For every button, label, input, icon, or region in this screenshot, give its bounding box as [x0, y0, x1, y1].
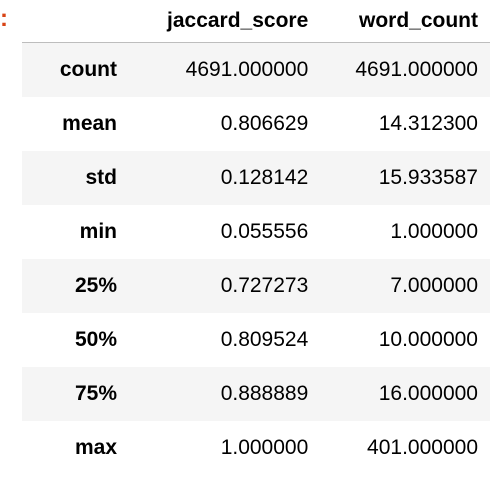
table-row: 75% 0.888889 16.000000: [22, 367, 490, 421]
cell-word-count: 15.933587: [378, 166, 478, 189]
dataframe-table: jaccard_score word_count count 4691.0000…: [22, 0, 490, 475]
table-row: mean 0.806629 14.312300: [22, 97, 490, 151]
table-row: min 0.055556 1.000000: [22, 205, 490, 259]
row-label: min: [79, 220, 117, 243]
row-label: 50%: [74, 328, 117, 351]
header-row: jaccard_score word_count: [22, 0, 490, 43]
cell-prompt-marker: :: [0, 5, 8, 32]
table-body: count 4691.000000 4691.000000 mean 0.806…: [22, 42, 490, 475]
cell-word-count: 7.000000: [390, 274, 478, 297]
column-header-word-count: word_count: [320, 0, 490, 43]
cell-word-count: 14.312300: [378, 112, 478, 135]
index-corner: [22, 0, 129, 43]
table-row: 50% 0.809524 10.000000: [22, 313, 490, 367]
cell-jaccard-score: 4691.000000: [185, 58, 309, 81]
table-row: count 4691.000000 4691.000000: [22, 42, 490, 97]
cell-jaccard-score: 0.128142: [220, 166, 309, 189]
cell-word-count: 401.000000: [367, 436, 478, 459]
cell-jaccard-score: 0.809524: [220, 328, 309, 351]
cell-word-count: 16.000000: [378, 382, 478, 405]
cell-word-count: 1.000000: [390, 220, 478, 243]
row-label: 25%: [74, 274, 117, 297]
row-label: count: [59, 58, 117, 81]
row-label: 75%: [74, 382, 117, 405]
cell-jaccard-score: 0.055556: [220, 220, 309, 243]
table-row: std 0.128142 15.933587: [22, 151, 490, 205]
cell-word-count: 4691.000000: [355, 58, 478, 81]
row-label: mean: [62, 112, 117, 135]
column-header-jaccard-score: jaccard_score: [129, 0, 321, 43]
cell-jaccard-score: 0.806629: [220, 112, 309, 135]
row-label: std: [85, 166, 118, 189]
table-row: max 1.000000 401.000000: [22, 421, 490, 475]
cell-jaccard-score: 0.888889: [220, 382, 309, 405]
cell-word-count: 10.000000: [378, 328, 478, 351]
table-header: jaccard_score word_count: [22, 0, 490, 43]
table-row: 25% 0.727273 7.000000: [22, 259, 490, 313]
cell-jaccard-score: 0.727273: [220, 274, 309, 297]
row-label: max: [74, 436, 117, 459]
cell-jaccard-score: 1.000000: [220, 436, 309, 459]
